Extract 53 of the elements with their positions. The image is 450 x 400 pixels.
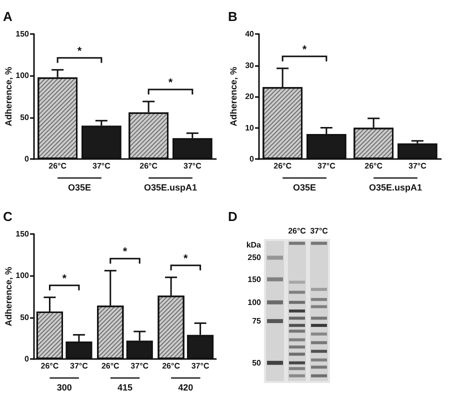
y-tick-label: 50 (20, 312, 30, 322)
text: D (228, 209, 238, 224)
x-tick-label: O35E (292, 182, 316, 192)
text: kDa (246, 240, 262, 250)
series-label: 26°C (274, 162, 292, 170)
y-tick-label: 30 (245, 60, 255, 70)
series-label: 37°C (70, 362, 88, 370)
x-tick-label: O35E (68, 182, 92, 192)
text: 26°C (101, 362, 120, 370)
x-tick-label: O35E.uspA1 (144, 182, 198, 192)
x-tick-label: 420 (178, 382, 194, 392)
y-tick-label: 20 (245, 92, 255, 101)
annotation: * (168, 77, 174, 89)
series-label: 26°C (40, 362, 59, 370)
y-tick-label: 100 (16, 271, 30, 280)
x-tick-label: 415 (117, 382, 133, 392)
series-label: 37°C (317, 162, 336, 170)
category-label: 37°C (310, 226, 328, 236)
text: 37°C (191, 362, 210, 370)
text: 26°C (140, 162, 158, 170)
annotation: * (77, 45, 82, 58)
y-tick-label: 40 (245, 30, 255, 38)
y-axis-title: Adherence, % (4, 66, 14, 126)
annotation: * (184, 252, 189, 265)
series-label: 26°C (48, 162, 67, 170)
annotation: * (302, 44, 308, 56)
y-tick-label: 0 (250, 154, 255, 164)
text: 37°C (183, 162, 202, 170)
text: 26°C (162, 362, 180, 370)
x-tick-label: 300 (56, 382, 72, 392)
y-tick-label: 100 (16, 71, 30, 80)
y-tick-label: 150 (16, 230, 30, 238)
y-axis-title: Adherence, % (4, 266, 14, 326)
text: 75 (252, 316, 262, 326)
chart-title: A (3, 9, 13, 24)
series-label: 37°C (92, 162, 111, 170)
text: 37°C (130, 362, 149, 370)
y-tick-label: 50 (20, 112, 30, 122)
annotation: * (62, 272, 68, 285)
category-label: 26°C (288, 226, 306, 236)
text: 26°C (364, 162, 383, 170)
text: 50 (252, 358, 262, 368)
y-axis-title: Adherence, % (228, 66, 238, 126)
x-tick-label: O35E.uspA1 (368, 182, 422, 192)
y-tick-label: 0 (24, 354, 30, 364)
y-tick-label: 10 (245, 123, 255, 132)
y-tick-label: 0 (24, 154, 30, 164)
chart-title: C (3, 209, 13, 224)
annotation: * (122, 246, 128, 258)
text: 250 (248, 253, 262, 262)
y-tick-label: 150 (16, 30, 30, 38)
chart-title: B (228, 9, 238, 24)
text: 37°C (408, 162, 426, 170)
